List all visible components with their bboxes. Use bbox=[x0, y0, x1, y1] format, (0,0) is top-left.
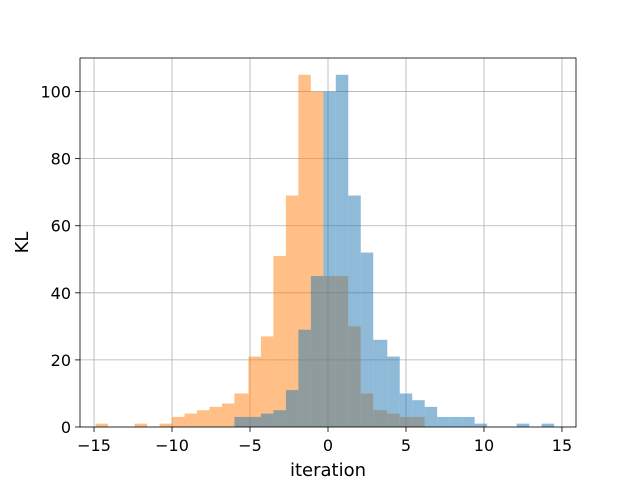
histogram-bar-series-2 bbox=[387, 356, 400, 427]
histogram-bar-series-1 bbox=[221, 403, 235, 427]
histogram-bar-series-2 bbox=[373, 339, 388, 427]
y-tick-label: 40 bbox=[51, 284, 71, 303]
y-tick-label: 80 bbox=[51, 150, 71, 169]
y-axis-label: KL bbox=[12, 232, 33, 254]
histogram-bar-series-1 bbox=[196, 410, 210, 427]
histogram-bar-series-2 bbox=[412, 400, 425, 427]
x-tick-label: −15 bbox=[77, 436, 111, 455]
histogram-bar-series-2 bbox=[348, 195, 361, 427]
histogram-bar-series-2 bbox=[360, 252, 374, 427]
x-tick-label: 10 bbox=[474, 436, 494, 455]
histogram-bar-series-2 bbox=[234, 416, 249, 427]
histogram-bar-series-1 bbox=[159, 423, 173, 427]
histogram-bar-series-2 bbox=[424, 406, 438, 427]
x-tick-label: 0 bbox=[323, 436, 333, 455]
histogram-bar-series-2 bbox=[335, 74, 349, 427]
histogram-bar-series-2 bbox=[248, 416, 261, 427]
histogram-bar-series-1 bbox=[172, 416, 185, 427]
histogram-bar-series-2 bbox=[260, 413, 274, 427]
histogram-bar-series-2 bbox=[449, 416, 463, 427]
x-tick-label: −10 bbox=[155, 436, 189, 455]
histogram-bar-series-2 bbox=[437, 416, 450, 427]
histogram-bar-series-2 bbox=[298, 329, 311, 427]
histogram-bar-series-2 bbox=[399, 393, 413, 427]
x-axis-label: iteration bbox=[290, 460, 366, 480]
x-tick-label: −5 bbox=[238, 436, 262, 455]
histogram-bar-series-2 bbox=[273, 410, 286, 427]
x-tick-label: 5 bbox=[401, 436, 411, 455]
histogram-bar-series-2 bbox=[310, 276, 324, 427]
x-axis-ticks: −15 −10 −5 0 5 10 15 bbox=[77, 427, 572, 455]
histogram-bar-series-2 bbox=[474, 423, 488, 427]
y-tick-label: 100 bbox=[40, 83, 71, 102]
histogram-bar-series-2 bbox=[516, 423, 530, 427]
x-tick-label: 15 bbox=[552, 436, 572, 455]
y-tick-label: 60 bbox=[51, 217, 71, 236]
y-tick-label: 0 bbox=[61, 418, 71, 437]
histogram-bar-series-2 bbox=[323, 91, 336, 427]
histogram-bar-series-2 bbox=[285, 390, 299, 427]
y-axis-ticks: 0 20 40 60 80 100 bbox=[40, 83, 80, 437]
histogram-bar-series-1 bbox=[184, 413, 197, 427]
histogram-bar-series-1 bbox=[260, 336, 274, 427]
histogram-bar-series-2 bbox=[541, 423, 555, 427]
histogram-bar-series-1 bbox=[285, 195, 299, 427]
histogram-bar-series-2 bbox=[462, 416, 475, 427]
histogram-bar-series-1 bbox=[95, 423, 109, 427]
histogram-bar-series-1 bbox=[134, 423, 148, 427]
histogram-bar-series-1 bbox=[273, 255, 286, 427]
histogram-bar-series-1 bbox=[209, 406, 222, 427]
histogram-bar-series-1 bbox=[248, 356, 261, 427]
bars-layer bbox=[95, 74, 555, 427]
y-tick-label: 20 bbox=[51, 351, 71, 370]
